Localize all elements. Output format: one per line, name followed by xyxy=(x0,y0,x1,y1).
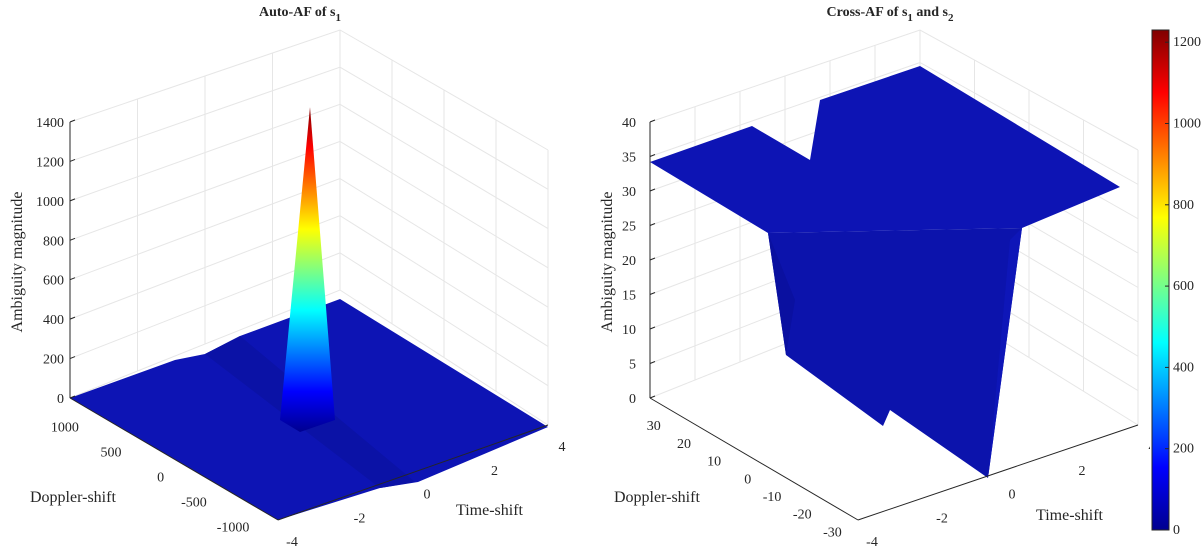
plot-title: Auto-AF of s1 xyxy=(259,5,341,24)
title-subscript: 1 xyxy=(907,12,913,24)
x-axis-line xyxy=(277,424,549,521)
y-tick-label: 1000 xyxy=(51,420,79,435)
plot-title: Cross-AF of s1 and s2 xyxy=(827,5,954,24)
z-tick-label: 0 xyxy=(629,392,636,407)
z-tick-label: 5 xyxy=(629,358,636,373)
z-tick-mark xyxy=(649,361,656,364)
z-axis-label: Ambiguity magnitude xyxy=(599,192,616,333)
title-rest: and s xyxy=(913,5,949,20)
z-tick-mark xyxy=(649,292,656,295)
z-tick-label: 1200 xyxy=(36,155,64,170)
z-tick-mark xyxy=(69,356,76,360)
colorbar-tick-label: 1200 xyxy=(1173,35,1201,50)
y-tick-label: -500 xyxy=(181,495,207,510)
z-tick-mark xyxy=(649,188,656,192)
colorbar-tick-label: 800 xyxy=(1173,198,1194,213)
surface-peak xyxy=(280,107,335,433)
x-axis-label: Time-shift xyxy=(1036,507,1104,524)
z-tick-label: 15 xyxy=(622,289,636,304)
z-tick-mark xyxy=(649,395,656,399)
title-subscript-2: 2 xyxy=(948,12,954,24)
title-main: Auto-AF of s xyxy=(259,5,336,20)
z-tick-label: 25 xyxy=(622,220,636,235)
surface-wall-left xyxy=(768,233,795,355)
z-tick-mark xyxy=(649,326,656,330)
auto-af-plot: 0 200 400 600 800 1000 1200 1400 1000 500 0 -500 -10… xyxy=(0,0,600,554)
z-tick-label: 600 xyxy=(43,274,64,289)
y-tick-label: -10 xyxy=(763,490,782,505)
y-axis-line xyxy=(649,397,859,521)
surface-plateau xyxy=(650,66,1120,233)
z-tick-label: 0 xyxy=(57,392,64,407)
y-tick-label: 500 xyxy=(101,445,122,460)
x-tick-label: 4 xyxy=(559,440,566,455)
z-tick-label: 40 xyxy=(622,116,636,131)
z-tick-label: 30 xyxy=(622,185,636,200)
y-tick-label: 30 xyxy=(647,419,661,434)
z-tick-mark xyxy=(649,257,656,261)
colorbar-scale: 0 200 400 600 800 1000 1200 xyxy=(1151,29,1201,538)
x-tick-label: 0 xyxy=(424,488,431,503)
y-tick-label: 0 xyxy=(744,472,751,487)
y-axis-line xyxy=(69,397,279,521)
x-axis-line xyxy=(857,424,1139,521)
cross-af-plot: 05101520253035403020100-10-20-30-4-2024A… xyxy=(590,0,1156,554)
title-subscript: 1 xyxy=(335,12,341,24)
x-tick-label: 0 xyxy=(1009,488,1016,503)
auto-af-axes: 0 200 400 600 800 1000 1200 1400 1000 500 0 -500 -10… xyxy=(9,5,566,550)
x-tick-label: -2 xyxy=(936,511,948,526)
grid-lines xyxy=(69,29,549,426)
surface-trough xyxy=(768,228,1022,478)
z-tick-label: 800 xyxy=(43,234,64,249)
z-tick-label: 1400 xyxy=(36,116,64,131)
colorbar-tick-label: 600 xyxy=(1173,279,1194,294)
colorbar-tick-label: 0 xyxy=(1173,523,1180,538)
colorbar-tick-label: 200 xyxy=(1173,442,1194,457)
z-tick-mark xyxy=(69,277,76,281)
y-axis-label: Doppler-shift xyxy=(614,489,700,506)
surface-wall-right xyxy=(988,228,1022,478)
x-tick-label: -4 xyxy=(866,535,878,550)
z-tick-label: 1000 xyxy=(36,195,64,210)
colorbar: 0 200 400 600 800 1000 1200 xyxy=(1150,28,1201,538)
y-tick-label: -20 xyxy=(793,508,812,523)
y-tick-label: 20 xyxy=(677,437,691,452)
z-tick-mark xyxy=(69,158,76,162)
colorbar-gradient xyxy=(1151,29,1170,531)
y-tick-label: 0 xyxy=(157,470,164,485)
z-axis-label: Ambiguity magnitude xyxy=(9,192,26,333)
z-tick-label: 20 xyxy=(622,254,636,269)
y-tick-label: -30 xyxy=(823,525,842,540)
z-tick-mark xyxy=(649,154,656,157)
z-tick-mark xyxy=(649,223,656,226)
y-tick-label: 10 xyxy=(707,455,721,470)
colorbar-tick-label: 1000 xyxy=(1173,116,1201,131)
x-tick-label: 2 xyxy=(491,464,498,479)
y-axis-label: Doppler-shift xyxy=(30,489,116,506)
title-main: Cross-AF of s xyxy=(827,5,908,20)
cross-af-axes: 05101520253035403020100-10-20-30-4-2024A… xyxy=(599,5,1156,550)
z-tick-mark xyxy=(69,316,76,320)
z-tick-mark xyxy=(69,119,76,123)
y-tick-label: -1000 xyxy=(217,520,250,535)
x-tick-label: 2 xyxy=(1079,464,1086,479)
colorbar-tick-label: 400 xyxy=(1173,360,1194,375)
z-tick-mark xyxy=(649,119,656,123)
z-tick-label: 35 xyxy=(622,151,636,166)
x-tick-label: -4 xyxy=(286,535,298,550)
z-tick-label: 400 xyxy=(43,313,64,328)
z-tick-label: 200 xyxy=(43,353,64,368)
x-axis-label: Time-shift xyxy=(456,502,524,519)
z-tick-mark xyxy=(69,237,76,241)
z-tick-label: 10 xyxy=(622,323,636,338)
z-tick-mark xyxy=(69,395,76,399)
z-tick-mark xyxy=(69,198,76,202)
x-tick-label: -2 xyxy=(354,511,366,526)
